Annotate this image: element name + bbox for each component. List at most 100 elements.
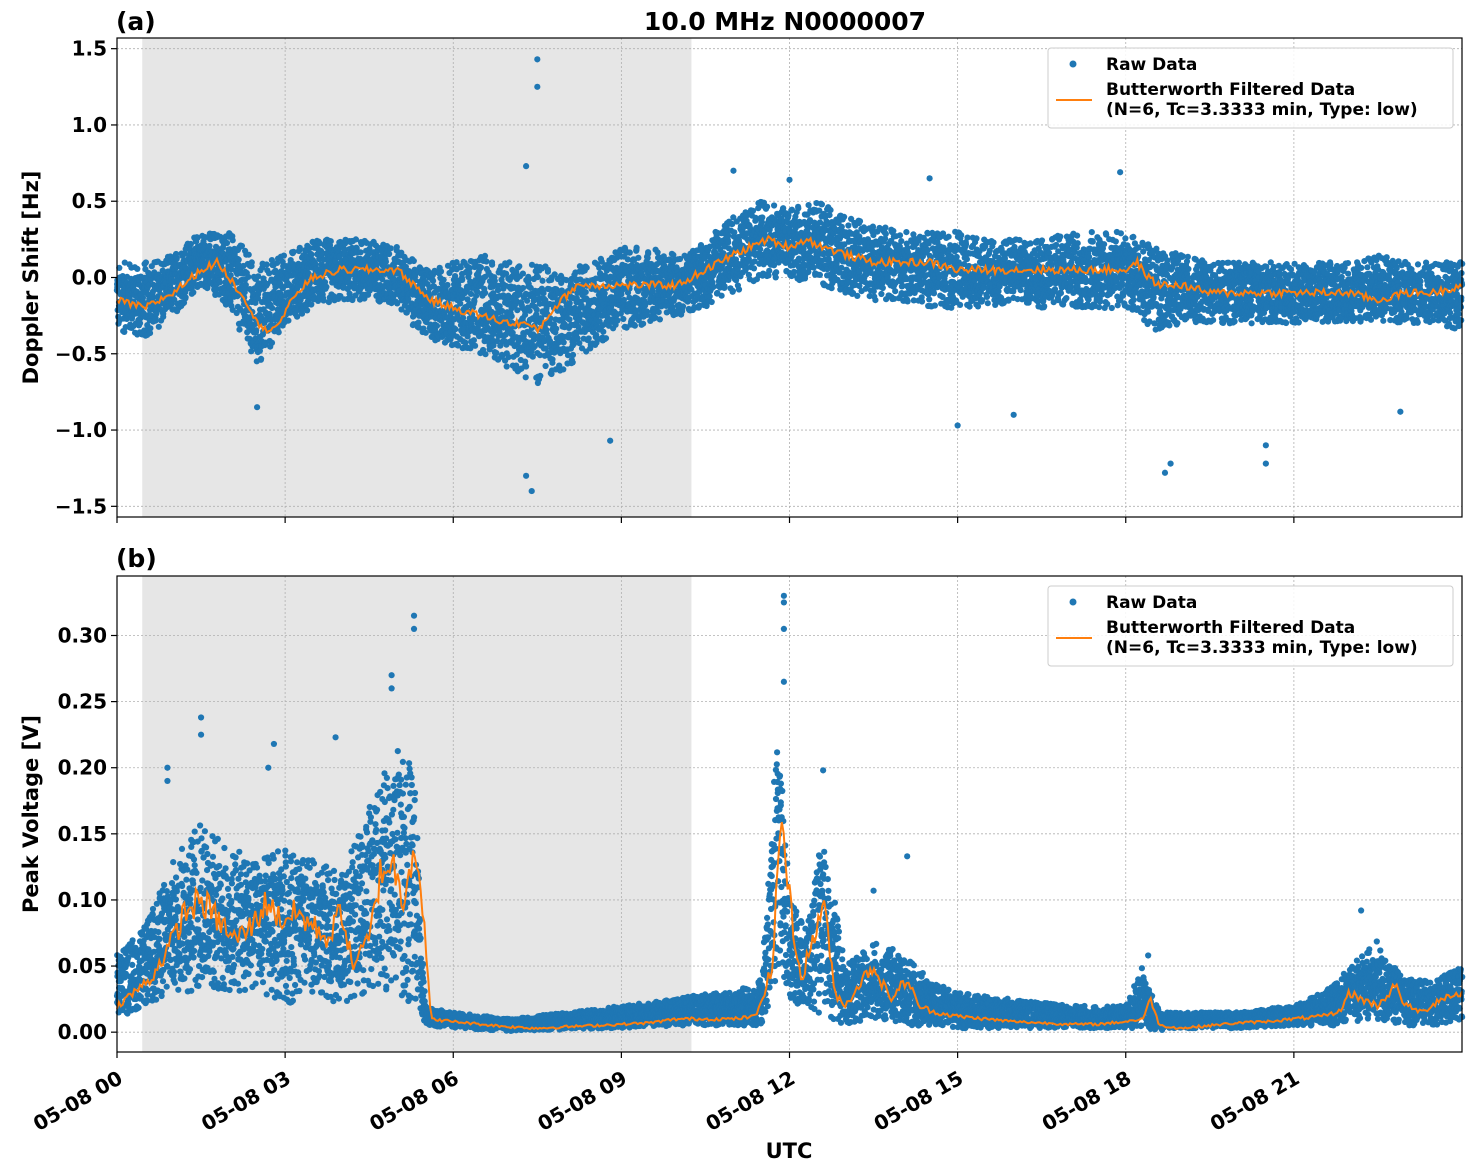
raw-point	[387, 245, 394, 252]
raw-point	[216, 279, 223, 286]
raw-point	[764, 203, 771, 210]
raw-point	[493, 349, 500, 357]
raw-point	[522, 374, 529, 381]
raw-point	[626, 249, 633, 256]
raw-point	[795, 203, 802, 210]
raw-point	[526, 307, 533, 314]
raw-point	[153, 310, 160, 317]
raw-point	[257, 356, 264, 363]
raw-point	[437, 268, 445, 275]
raw-point	[585, 335, 592, 342]
raw-point	[582, 289, 589, 296]
raw-point	[706, 293, 713, 300]
raw-point	[223, 239, 231, 247]
raw-point	[816, 271, 824, 278]
raw-point	[294, 313, 301, 320]
raw-point	[537, 372, 544, 379]
raw-point	[213, 286, 220, 293]
raw-point	[766, 267, 773, 274]
raw-point	[290, 248, 297, 255]
raw-point	[254, 295, 262, 302]
raw-point	[601, 290, 608, 297]
raw-point	[645, 250, 652, 257]
raw-point	[904, 298, 911, 305]
raw-point	[285, 317, 292, 324]
raw-point	[242, 281, 249, 288]
raw-point	[725, 239, 732, 246]
raw-point	[452, 326, 459, 333]
raw-point	[519, 284, 527, 292]
raw-point	[655, 309, 662, 316]
raw-point	[903, 229, 910, 236]
raw-point	[856, 218, 864, 225]
raw-point	[721, 283, 728, 290]
raw-point	[323, 283, 330, 290]
raw-point	[121, 259, 128, 266]
raw-point	[845, 222, 852, 229]
raw-point	[735, 286, 743, 293]
raw-point	[235, 256, 242, 263]
raw-point	[245, 273, 252, 280]
raw-point	[805, 202, 812, 209]
raw-point	[882, 230, 889, 237]
raw-point	[386, 250, 393, 258]
raw-point	[750, 265, 758, 272]
raw-point	[268, 257, 275, 264]
raw-point	[255, 273, 262, 280]
raw-point	[393, 244, 400, 251]
raw-point	[275, 329, 282, 336]
raw-point	[542, 362, 549, 370]
raw-point	[263, 261, 270, 268]
raw-point	[759, 214, 766, 221]
raw-point	[222, 301, 230, 308]
raw-point	[470, 337, 477, 344]
raw-point	[194, 234, 201, 241]
raw-point	[410, 257, 417, 265]
raw-point	[818, 201, 826, 208]
raw-point	[155, 323, 162, 330]
raw-point	[481, 252, 489, 259]
raw-point	[600, 328, 607, 335]
raw-point	[620, 315, 627, 323]
raw-point	[433, 322, 441, 329]
raw-point	[280, 252, 287, 259]
raw-point	[236, 326, 243, 333]
raw-point	[489, 261, 496, 268]
raw-point	[190, 289, 197, 296]
raw-point	[926, 296, 933, 303]
raw-point	[896, 232, 904, 239]
raw-point	[247, 320, 254, 327]
raw-point	[142, 259, 149, 266]
raw-point	[602, 335, 610, 342]
raw-point	[566, 316, 573, 323]
raw-point	[966, 303, 973, 310]
raw-point	[444, 281, 451, 289]
raw-point	[569, 359, 576, 366]
raw-point	[757, 246, 764, 253]
raw-point	[252, 329, 259, 336]
raw-point	[471, 298, 478, 305]
raw-point	[268, 304, 276, 312]
raw-point	[656, 316, 664, 323]
raw-point	[415, 319, 422, 326]
raw-point	[533, 306, 540, 313]
raw-point	[882, 224, 889, 231]
raw-point	[841, 213, 848, 220]
raw-point	[298, 310, 306, 317]
raw-point	[892, 288, 899, 295]
raw-point	[440, 276, 447, 283]
raw-point	[238, 242, 245, 250]
raw-point	[320, 297, 327, 304]
raw-point	[147, 325, 154, 332]
figure-title: 10.0 MHz N0000007	[644, 7, 926, 36]
raw-point	[145, 281, 153, 288]
raw-point	[327, 238, 334, 245]
raw-point	[945, 233, 952, 240]
raw-point	[503, 363, 510, 370]
raw-point	[560, 339, 567, 346]
raw-point	[519, 270, 527, 277]
raw-point	[296, 244, 303, 251]
raw-point	[964, 234, 971, 241]
raw-point	[160, 313, 167, 320]
